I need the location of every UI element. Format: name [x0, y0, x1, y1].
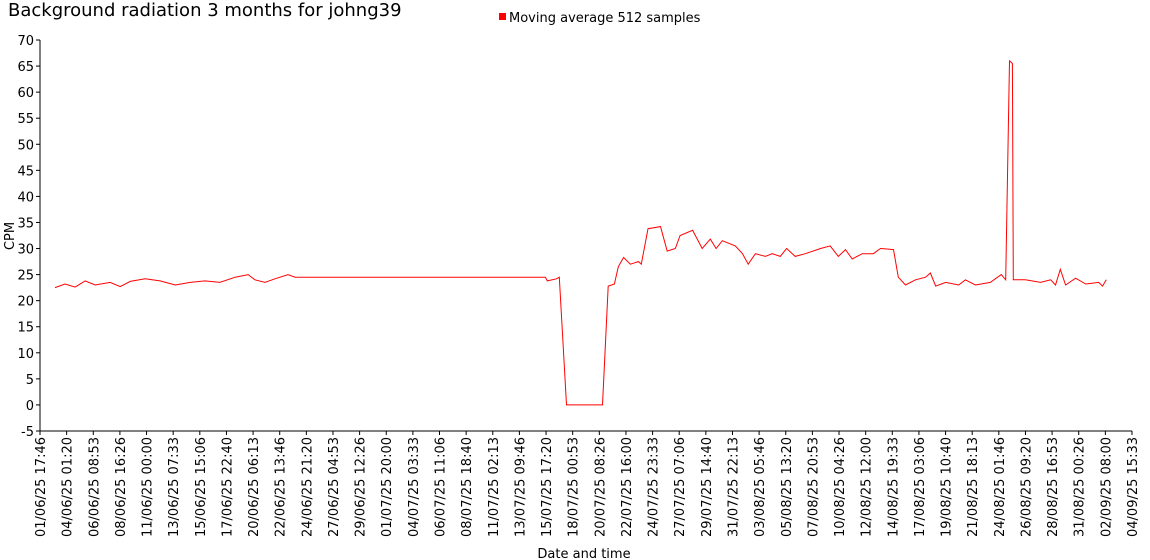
y-tick-label: 50 [17, 138, 34, 153]
x-tick-label: 20/07/25 08:26 [593, 437, 608, 537]
x-tick-label: 26/08/25 09:20 [1019, 437, 1034, 537]
x-tick-label: 20/06/25 06:13 [247, 437, 262, 537]
x-tick-label: 31/08/25 00:26 [1073, 437, 1088, 537]
x-tick-label: 06/07/25 11:06 [434, 437, 449, 537]
x-tick-label: 11/06/25 00:00 [141, 437, 156, 537]
y-tick-label: 60 [17, 86, 34, 101]
x-tick-label: 04/06/25 01:20 [61, 437, 76, 537]
x-tick-label: 22/07/25 16:00 [620, 437, 635, 537]
x-tick-label: 22/06/25 13:46 [274, 437, 289, 537]
y-tick-label: 30 [17, 243, 34, 258]
y-tick-label: 20 [17, 295, 34, 310]
x-tick-label: 29/07/25 14:40 [700, 437, 715, 537]
x-tick-label: 13/07/25 09:46 [513, 437, 528, 537]
x-tick-label: 10/08/25 04:26 [833, 437, 848, 537]
y-tick-label: 45 [17, 164, 34, 179]
x-tick-label: 27/07/25 07:06 [673, 437, 688, 537]
x-tick-label: 19/08/25 10:40 [940, 437, 955, 537]
x-tick-label: 11/07/25 02:13 [487, 437, 502, 537]
x-tick-label: 08/06/25 16:26 [114, 437, 129, 537]
x-tick-label: 07/08/25 20:53 [806, 437, 821, 537]
data-line [54, 59, 1107, 406]
x-tick-label: 27/06/25 04:53 [327, 437, 342, 537]
y-tick-label: 55 [17, 112, 34, 127]
y-tick-label: 65 [17, 60, 34, 75]
x-tick-label: 29/06/25 12:26 [354, 437, 369, 537]
x-tick-label: 18/07/25 00:53 [567, 437, 582, 537]
legend-label: Moving average 512 samples [509, 11, 701, 26]
x-tick-label: 28/08/25 16:53 [1046, 437, 1061, 537]
x-tick-label: 17/08/25 03:06 [913, 437, 928, 537]
y-axis-label: CPM [3, 222, 18, 250]
y-tick-label: -5 [21, 425, 34, 440]
x-tick-label: 15/07/25 17:20 [540, 437, 555, 537]
x-tick-label: 12/08/25 12:00 [860, 437, 875, 537]
y-tick-label: 5 [26, 373, 34, 388]
x-tick-label: 24/07/25 23:33 [647, 437, 662, 537]
x-axis-label: Date and time [537, 547, 630, 560]
y-tick-label: 40 [17, 190, 34, 205]
chart-title: Background radiation 3 months for johng3… [8, 0, 402, 21]
x-tick-label: 02/09/25 08:00 [1099, 437, 1114, 537]
x-tick-label: 13/06/25 07:33 [167, 437, 182, 537]
x-tick-label: 24/08/25 01:46 [993, 437, 1008, 537]
y-tick-label: 70 [17, 34, 34, 49]
y-tick-label: 0 [26, 399, 34, 414]
x-tick-label: 08/07/25 18:40 [460, 437, 475, 537]
legend-swatch [499, 13, 506, 20]
x-tick-label: 01/06/25 17:46 [34, 437, 49, 537]
x-tick-label: 14/08/25 19:33 [886, 437, 901, 537]
x-tick-label: 03/08/25 05:46 [753, 437, 768, 537]
x-tick-label: 04/09/25 15:33 [1126, 437, 1141, 537]
x-tick-label: 21/08/25 18:13 [966, 437, 981, 537]
y-tick-label: 35 [17, 216, 34, 231]
x-tick-label: 17/06/25 22:40 [220, 437, 235, 537]
x-tick-label: 24/06/25 21:20 [300, 437, 315, 537]
x-tick-label: 05/08/25 13:20 [780, 437, 795, 537]
x-tick-label: 01/07/25 20:00 [380, 437, 395, 537]
y-tick-label: 10 [17, 347, 34, 362]
y-tick-label: 15 [17, 321, 34, 336]
x-tick-label: 04/07/25 03:33 [407, 437, 422, 537]
x-tick-label: 06/06/25 08:53 [87, 437, 102, 537]
x-tick-label: 15/06/25 15:06 [194, 437, 209, 537]
y-tick-label: 25 [17, 269, 34, 284]
x-tick-label: 31/07/25 22:13 [726, 437, 741, 537]
